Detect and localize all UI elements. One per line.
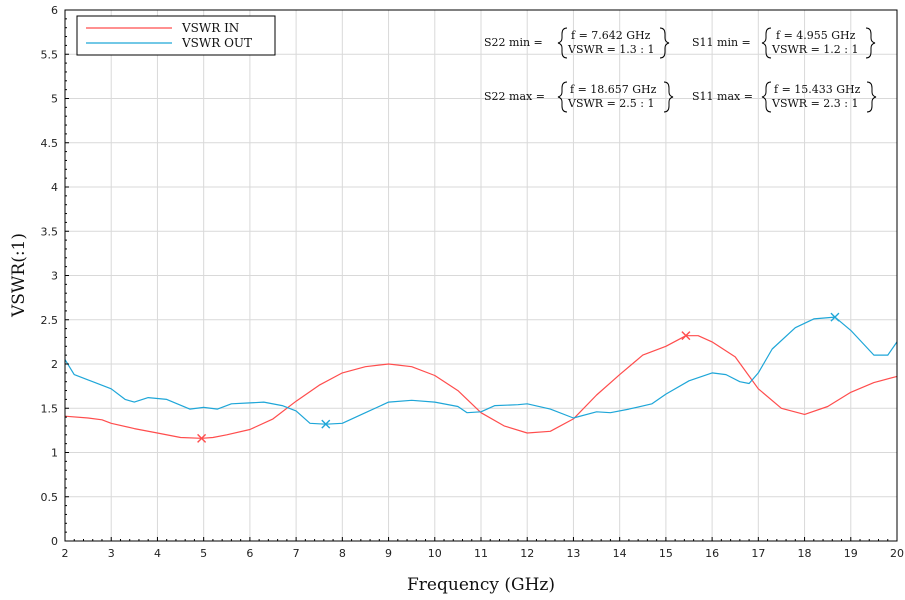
annotation-s22-max-freq: f = 18.657 GHz (570, 83, 657, 96)
extremum-markers (197, 312, 840, 443)
x-tick-label: 18 (798, 547, 812, 560)
y-tick-label: 4 (51, 181, 58, 194)
x-tick-label: 2 (62, 547, 69, 560)
x-tick-label: 8 (339, 547, 346, 560)
y-tick-label: 0 (51, 535, 58, 548)
y-tick-label: 1.5 (41, 402, 59, 415)
legend-box (76, 15, 276, 56)
x-tick-label: 9 (385, 547, 392, 560)
x-tick-label: 20 (890, 547, 904, 560)
legend-label-vswr-in: VSWR IN (181, 21, 239, 35)
grid (64, 9, 898, 542)
legend: VSWR IN VSWR OUT (76, 15, 276, 56)
y-tick-label: 1 (51, 447, 58, 460)
y-tick-label: 0.5 (41, 491, 59, 504)
y-tick-label: 3 (51, 270, 58, 283)
extremum-marker (321, 419, 331, 429)
y-tick-label: 5.5 (41, 48, 59, 61)
annotation-s11-max-freq: f = 15.433 GHz (774, 83, 861, 96)
y-tick-label: 2 (51, 358, 58, 371)
annotation-s11-max-label: S11 max = (692, 90, 753, 103)
brace-right (866, 81, 877, 113)
brace-right (663, 81, 674, 113)
brace-left (761, 27, 772, 59)
x-tick-label: 19 (844, 547, 858, 560)
x-tick-label: 16 (705, 547, 719, 560)
brace-left (761, 81, 772, 113)
x-tick-label: 14 (613, 547, 627, 560)
annotation-s22-min-label: S22 min = (484, 36, 543, 49)
annotation-s22-min-vswr: VSWR = 1.3 : 1 (567, 43, 654, 56)
extremum-marker (197, 433, 207, 443)
x-tick-label: 11 (474, 547, 488, 560)
x-tick-label: 12 (520, 547, 534, 560)
axis-ticks: 2 3 4 5 6 7 8 9 10 11 12 13 14 15 16 17 18 19 20 0 0.5 1 1.5 2 2… (41, 4, 905, 560)
y-tick-label: 5 (51, 93, 58, 106)
extremum-marker (681, 331, 691, 341)
annotation-s22-max-label: S22 max = (484, 90, 545, 103)
x-tick-label: 5 (200, 547, 207, 560)
series-line-vswr-in (64, 335, 898, 439)
x-tick-label: 4 (154, 547, 161, 560)
annotation-s11-min-freq: f = 4.955 GHz (776, 29, 856, 42)
annotation-s22-min: S22 min = f = 7.642 GHz VSWR = 1.3 : 1 (484, 27, 670, 59)
x-tick-label: 7 (293, 547, 300, 560)
series-lines (64, 316, 898, 439)
brace-left (557, 81, 568, 113)
y-tick-label: 2.5 (41, 314, 59, 327)
legend-label-vswr-out: VSWR OUT (181, 36, 252, 50)
x-tick-label: 3 (108, 547, 115, 560)
x-tick-label: 17 (751, 547, 765, 560)
annotation-s11-min: S11 min = f = 4.955 GHz VSWR = 1.2 : 1 (692, 27, 876, 59)
brace-right (659, 27, 670, 59)
x-tick-label: 6 (246, 547, 253, 560)
extremum-marker (830, 312, 840, 322)
x-tick-label: 10 (428, 547, 442, 560)
brace-right (865, 27, 876, 59)
y-tick-label: 6 (51, 4, 58, 17)
annotation-s11-min-vswr: VSWR = 1.2 : 1 (771, 43, 858, 56)
annotation-s11-max: S11 max = f = 15.433 GHz VSWR = 2.3 : 1 (692, 81, 877, 113)
annotation-s22-max-vswr: VSWR = 2.5 : 1 (567, 97, 654, 110)
x-tick-label: 13 (566, 547, 580, 560)
series-line-vswr-out (64, 316, 898, 425)
annotation-s22-min-freq: f = 7.642 GHz (571, 29, 651, 42)
y-axis-title: VSWR(:1) (9, 233, 29, 318)
annotation-s11-max-vswr: VSWR = 2.3 : 1 (771, 97, 858, 110)
x-axis-title: Frequency (GHz) (407, 575, 555, 595)
y-tick-label: 3.5 (41, 225, 59, 238)
y-tick-label: 4.5 (41, 137, 59, 150)
annotation-s11-min-label: S11 min = (692, 36, 751, 49)
brace-left (557, 27, 568, 59)
x-tick-label: 15 (659, 547, 673, 560)
annotation-s22-max: S22 max = f = 18.657 GHz VSWR = 2.5 : 1 (484, 81, 674, 113)
